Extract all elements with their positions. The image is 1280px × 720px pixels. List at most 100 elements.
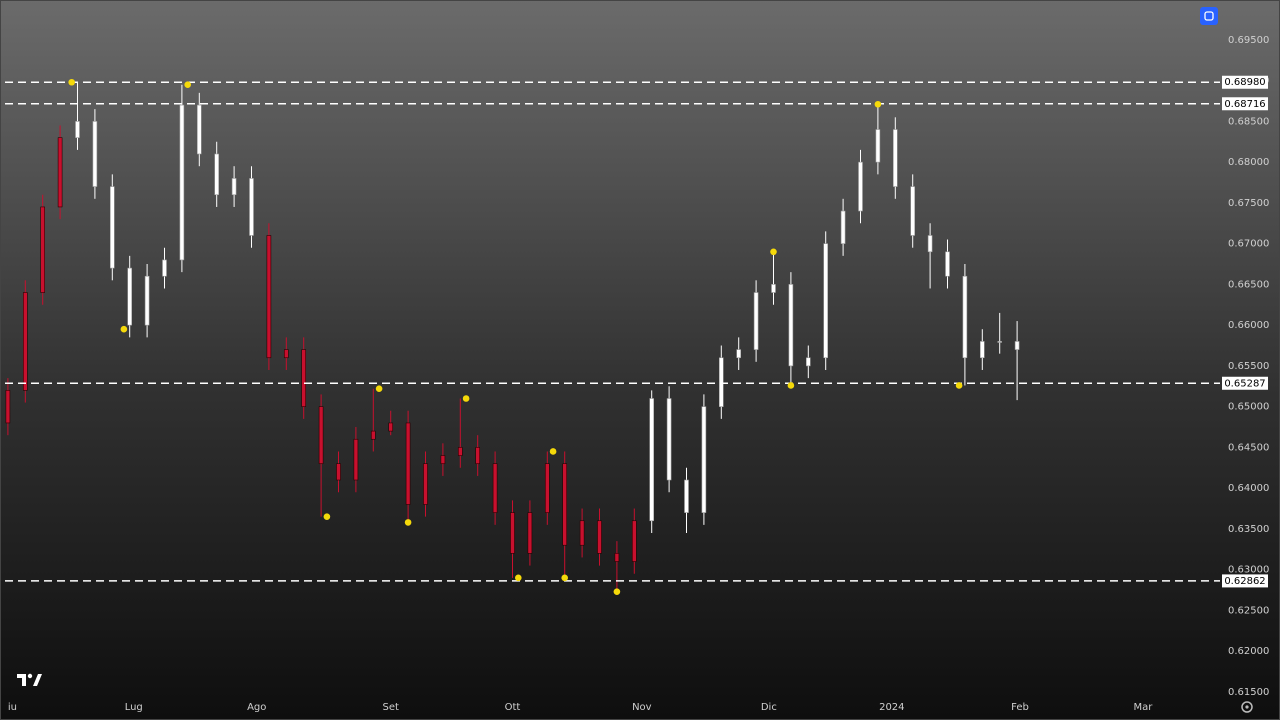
y-tick-label: 0.69500 xyxy=(1228,35,1269,46)
x-tick-label: Ott xyxy=(505,702,521,713)
candle-body xyxy=(405,422,411,505)
candle-body xyxy=(597,520,602,554)
candle-body xyxy=(492,463,498,513)
y-tick-label: 0.64500 xyxy=(1228,442,1269,453)
candle-body xyxy=(57,137,63,208)
sync-button[interactable] xyxy=(1200,7,1218,25)
x-tick-label: Dic xyxy=(761,702,777,713)
x-tick-label: Mar xyxy=(1134,702,1154,713)
candle-body xyxy=(5,390,11,424)
y-tick-label: 0.61500 xyxy=(1228,687,1269,698)
y-tick-label: 0.68500 xyxy=(1228,116,1269,127)
x-tick-label: Lug xyxy=(125,702,143,713)
x-tick-label: Set xyxy=(382,702,399,713)
pivot-dot xyxy=(874,100,882,108)
y-tick-label: 0.67500 xyxy=(1228,198,1269,209)
candle-body xyxy=(301,349,307,407)
candle-body xyxy=(1014,341,1020,350)
level-tag xyxy=(1222,574,1268,588)
candle-body xyxy=(510,512,515,554)
candle-body xyxy=(858,161,863,212)
candle-body xyxy=(144,275,150,326)
candle-body xyxy=(75,121,80,138)
candle-body xyxy=(457,447,463,456)
pivot-dot xyxy=(549,448,557,455)
pivot-dot xyxy=(404,519,412,526)
level-tag xyxy=(1222,75,1268,89)
pivot-dot xyxy=(770,248,777,256)
pivot-dot xyxy=(375,385,383,393)
y-tick-label: 0.64000 xyxy=(1228,483,1269,494)
candle-body xyxy=(892,129,898,187)
candle-body xyxy=(544,463,550,513)
candle-body xyxy=(945,251,950,277)
candle-body xyxy=(475,447,481,465)
settings-button[interactable] xyxy=(1241,701,1253,713)
candle-body xyxy=(684,479,689,513)
candle-body xyxy=(962,275,968,359)
level-tag xyxy=(1222,376,1268,390)
candle-body xyxy=(875,129,881,163)
pivot-dot xyxy=(120,325,128,333)
candle-body xyxy=(823,243,829,359)
candle-body xyxy=(127,267,132,326)
y-tick-label: 0.66000 xyxy=(1228,320,1269,331)
y-tick-label: 0.66500 xyxy=(1228,279,1269,290)
candle-body xyxy=(249,178,254,236)
candle-body xyxy=(910,186,916,236)
y-tick-label: 0.68000 xyxy=(1228,157,1269,168)
pivot-dot xyxy=(184,81,191,88)
y-tick-label: 0.67000 xyxy=(1228,239,1269,250)
candle-body xyxy=(753,292,759,350)
candle-body xyxy=(736,349,742,359)
candle-body xyxy=(718,357,724,407)
candle-body xyxy=(336,463,341,481)
x-tick-label: Feb xyxy=(1011,702,1029,713)
candle-body xyxy=(614,553,620,562)
y-tick-label: 0.63500 xyxy=(1228,524,1269,535)
candle-body xyxy=(283,349,289,359)
level-label: 0.65287 xyxy=(1224,378,1265,389)
candle-body xyxy=(318,406,324,465)
y-tick-label: 0.63000 xyxy=(1228,565,1269,576)
x-tick-label: iu xyxy=(8,702,17,713)
candle-body xyxy=(197,104,202,155)
x-tick-label: Nov xyxy=(632,702,652,713)
y-tick-label: 0.65500 xyxy=(1228,361,1269,372)
y-tick-label: 0.65000 xyxy=(1228,402,1269,413)
candle-body xyxy=(40,206,46,293)
pivot-dot xyxy=(787,382,795,389)
pivot-dot xyxy=(323,513,331,520)
candle-body xyxy=(22,292,28,391)
candle-body xyxy=(162,259,167,277)
candle-body xyxy=(388,422,394,432)
candle-body xyxy=(631,520,637,562)
candle-body xyxy=(701,406,707,513)
candle-body xyxy=(579,520,585,546)
pivot-dot xyxy=(561,574,568,582)
candle-body xyxy=(771,284,776,293)
candle-body xyxy=(110,186,115,269)
candle-body xyxy=(840,210,846,244)
y-tick-label: 0.62000 xyxy=(1228,646,1269,657)
candle-body xyxy=(440,455,446,465)
pivot-dot xyxy=(462,395,470,402)
candle-body xyxy=(562,463,568,546)
level-label: 0.62862 xyxy=(1224,576,1265,587)
candle-body xyxy=(527,512,533,554)
pivot-dot xyxy=(68,78,75,86)
candle-body xyxy=(179,104,185,261)
plot: 0.61500 0.62000 0.62500 0.63000 0.63500 0.640… xyxy=(5,35,1269,713)
candle-body xyxy=(231,178,237,196)
candle-body xyxy=(92,121,98,187)
candle-body xyxy=(266,235,272,359)
candle-body xyxy=(997,341,1003,343)
candle-body xyxy=(353,438,359,481)
x-tick-label: Ago xyxy=(247,702,266,713)
level-tag xyxy=(1222,97,1268,111)
candle-body xyxy=(805,357,811,367)
candle-body xyxy=(979,341,985,359)
